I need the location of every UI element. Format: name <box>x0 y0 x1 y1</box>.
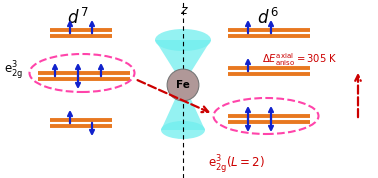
Text: $d^{\,6}$: $d^{\,6}$ <box>257 8 279 28</box>
Ellipse shape <box>161 121 205 139</box>
Circle shape <box>167 69 199 101</box>
Text: $\rm e^3_{2g}$: $\rm e^3_{2g}$ <box>4 59 23 81</box>
Ellipse shape <box>155 29 211 51</box>
Text: Fe: Fe <box>176 80 190 90</box>
Polygon shape <box>155 40 211 130</box>
Text: $\Delta E^{\rm axial}_{\rm aniso} = 305\ \rm K$: $\Delta E^{\rm axial}_{\rm aniso} = 305\… <box>262 52 338 68</box>
Text: $\rm e^3_{2g}$$(L=2)$: $\rm e^3_{2g}$$(L=2)$ <box>208 153 265 175</box>
Text: $d^{\,7}$: $d^{\,7}$ <box>67 8 89 28</box>
Text: $z$: $z$ <box>180 4 188 17</box>
